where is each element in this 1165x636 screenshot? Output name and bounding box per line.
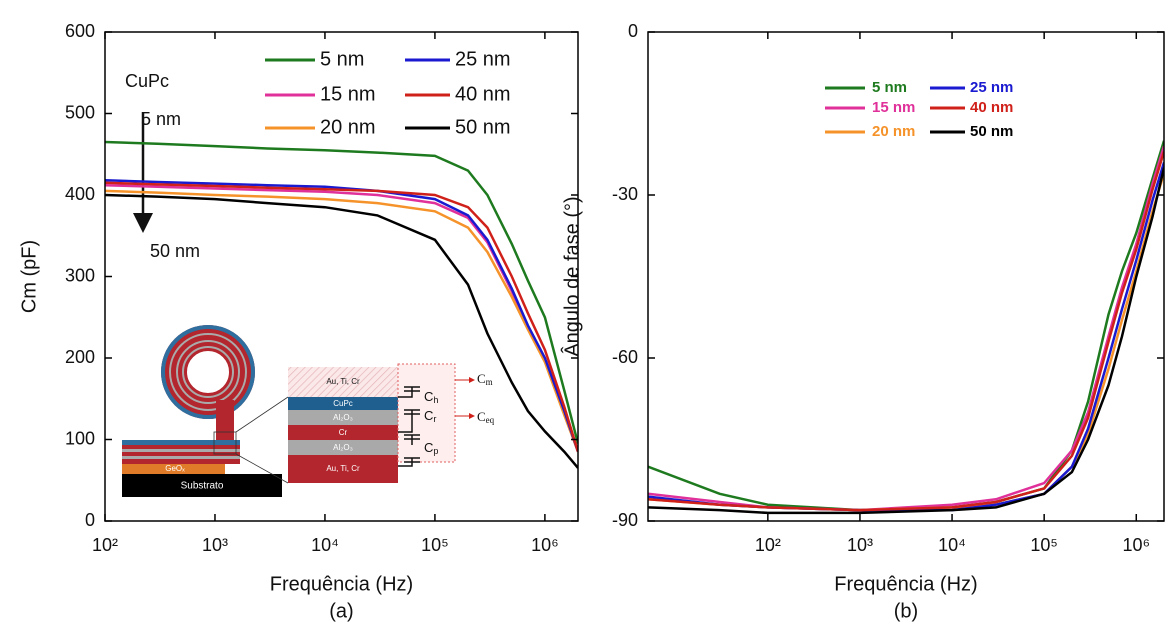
layer-label: Al₂O₃	[333, 443, 353, 452]
legend-label: 25 nm	[970, 79, 1013, 96]
layer-label: Au, Ti, Cr	[326, 377, 360, 386]
series-line	[648, 172, 1164, 512]
caption: (a)	[329, 600, 353, 622]
series-line	[105, 193, 578, 469]
series-line	[105, 179, 578, 453]
x-tick-label: 10²	[92, 535, 118, 555]
y-tick-label: 0	[85, 510, 95, 530]
y-tick-label: -90	[612, 510, 638, 530]
series-line	[648, 140, 1164, 512]
legend-label: 15 nm	[320, 83, 376, 105]
legend-label: 20 nm	[872, 123, 915, 140]
y-tick-label: 200	[65, 347, 95, 367]
x-tick-label: 10⁵	[421, 535, 448, 555]
x-tick-label: 10⁴	[938, 535, 966, 555]
legend-label: 5 nm	[320, 48, 364, 70]
plot-frame	[647, 31, 1165, 522]
y-tick-label: -60	[612, 347, 638, 367]
y-tick-label: 100	[65, 428, 95, 448]
x-tick-label: 10⁶	[531, 535, 558, 555]
inset: GeOₓ Substrato Au, Ti, Cr CuPc Al₂O₃ Cr …	[122, 325, 495, 497]
legend-label: 50 nm	[970, 123, 1013, 140]
legend-label: 40 nm	[970, 99, 1013, 116]
plot-1: 10² 10³ 10⁴ 10⁵ 10⁶ 0 -30 -60 -90 Frequência (Hz)…	[560, 21, 1165, 622]
capacitor-label: Cm	[477, 371, 493, 387]
series-line	[648, 145, 1164, 512]
y-tick-label: 500	[65, 102, 95, 122]
series-line	[648, 151, 1164, 512]
legend-label: 20 nm	[320, 116, 376, 138]
series-line	[648, 167, 1164, 515]
y-tick-label: 300	[65, 265, 95, 285]
layer-label: GeOₓ	[165, 464, 185, 473]
layer-label: Cr	[339, 428, 348, 437]
x-tick-label: 10²	[755, 535, 781, 555]
y-axis-title: Cm (pF)	[18, 240, 40, 313]
capacitor-label: Cr	[424, 408, 436, 424]
x-tick-label: 10⁴	[311, 535, 339, 555]
legend-label: 15 nm	[872, 99, 915, 116]
plot-0: 10² 10³ 10⁴ 10⁵ 10⁶ 0 100 200 300 400 500 600 Frequê…	[18, 21, 579, 622]
capacitor-label: Cp	[424, 440, 438, 456]
layer-label: Substrato	[181, 481, 224, 492]
legend-label: 50 nm	[455, 116, 511, 138]
annotation: CuPc	[125, 71, 169, 91]
caption: (b)	[894, 600, 918, 622]
x-tick-label: 10³	[202, 535, 228, 555]
x-tick-label: 10⁵	[1030, 535, 1057, 555]
x-axis-title: Frequência (Hz)	[270, 573, 413, 595]
layer-label: Al₂O₃	[333, 413, 353, 422]
capacitor-label: Ceq	[477, 409, 495, 425]
y-tick-label: -30	[612, 184, 638, 204]
x-tick-label: 10³	[847, 535, 873, 555]
y-axis-title: Ângulo de fase (°)	[560, 196, 583, 356]
x-tick-label: 10⁶	[1123, 535, 1150, 555]
layer-label: CuPc	[333, 399, 353, 408]
series-line	[648, 162, 1164, 512]
annotation: 5 nm	[141, 109, 181, 129]
x-axis-title: Frequência (Hz)	[834, 573, 977, 595]
capacitor-label: Ch	[424, 389, 438, 405]
annotation: 50 nm	[150, 241, 200, 261]
legend-label: 25 nm	[455, 48, 511, 70]
y-tick-label: 400	[65, 184, 95, 204]
series-line	[105, 140, 578, 444]
series-line	[105, 189, 578, 453]
legend-label: 40 nm	[455, 83, 511, 105]
y-tick-label: 0	[628, 21, 638, 41]
series-line	[105, 181, 578, 453]
legend-label: 5 nm	[872, 79, 907, 96]
y-tick-label: 600	[65, 21, 95, 41]
layer-label: Au, Ti, Cr	[326, 464, 360, 473]
